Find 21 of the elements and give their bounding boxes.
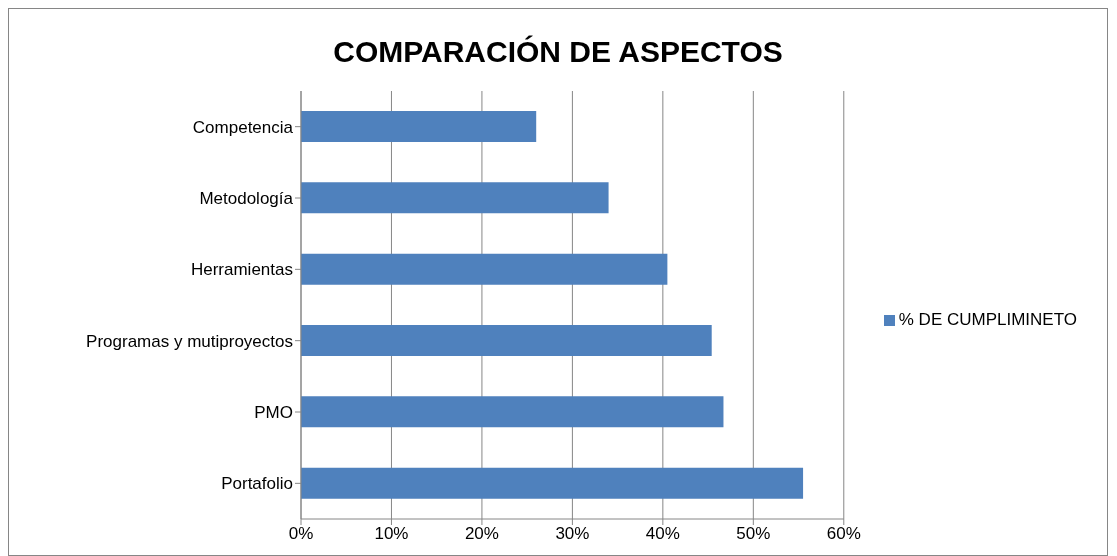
- chart-title: COMPARACIÓN DE ASPECTOS: [332, 34, 784, 70]
- legend-label: % DE CUMPLIMINETO: [898, 310, 1077, 329]
- x-tick-label: 60%: [826, 524, 861, 544]
- y-tick-label: PMO: [254, 403, 293, 423]
- x-tick-label: 10%: [374, 524, 409, 544]
- x-tick-label: 50%: [736, 524, 771, 544]
- y-tick-label: Competencia: [192, 117, 294, 137]
- y-tick-label: Metodología: [199, 189, 294, 209]
- bar: [301, 324, 712, 356]
- x-tick-label: 0%: [288, 524, 314, 544]
- y-tick-label: Portafolio: [221, 474, 293, 494]
- bar: [301, 182, 609, 214]
- y-tick-label: Programas y mutiproyectos: [86, 331, 293, 351]
- x-tick-label: 30%: [555, 524, 590, 544]
- x-tick-label: 40%: [645, 524, 680, 544]
- x-tick-label: 20%: [464, 524, 499, 544]
- bar: [301, 110, 537, 142]
- bar: [301, 253, 668, 285]
- y-tick-label: Herramientas: [190, 260, 293, 280]
- bar: [301, 396, 724, 428]
- bar: [301, 467, 804, 499]
